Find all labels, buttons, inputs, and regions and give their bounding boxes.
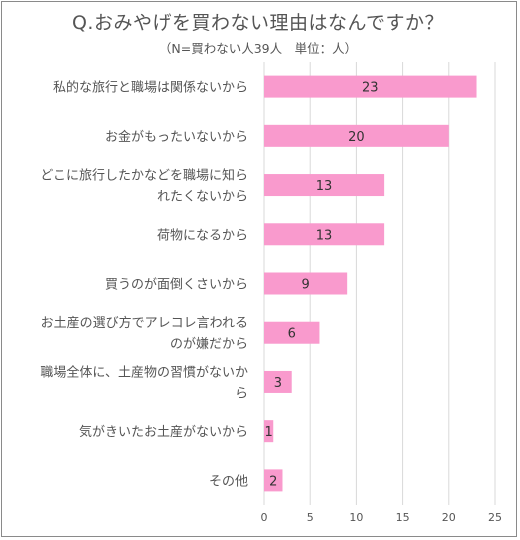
data-label: 13 — [316, 228, 333, 243]
data-label: 2 — [269, 474, 277, 489]
x-tick-label: 10 — [349, 511, 363, 524]
bar — [264, 420, 274, 443]
bar — [264, 321, 320, 344]
category-label: れたくないから — [157, 190, 248, 205]
data-label: 20 — [348, 130, 365, 145]
category-label: のが嫌だから — [170, 337, 248, 352]
data-label: 1 — [264, 425, 272, 440]
x-tick-label: 20 — [442, 511, 456, 524]
category-label: 私的な旅行と職場は関係ないから — [53, 80, 248, 96]
data-label: 23 — [362, 81, 379, 96]
x-tick-label: 5 — [307, 511, 314, 524]
chart-subtitle: （N=買わない人39人 単位：人） — [158, 41, 358, 56]
category-label: 買うのが面倒くさいから — [105, 278, 248, 293]
data-label: 3 — [274, 376, 282, 391]
x-tick-label: 0 — [261, 511, 268, 524]
category-label: 職場全体に、土産物の習慣がないか — [40, 364, 248, 380]
category-label: お金がもったいないから — [105, 129, 248, 145]
bar — [264, 124, 449, 147]
category-label: お土産の選び方でアレコレ言われる — [41, 315, 248, 331]
x-tick-label: 15 — [396, 511, 410, 524]
bar — [264, 174, 385, 197]
chart-title: Q.おみやげを買わない理由はなんですか？ — [71, 12, 445, 34]
category-label: その他 — [209, 474, 248, 489]
bar — [264, 370, 292, 393]
category-label: どこに旅行したかなどを職場に知ら — [40, 168, 248, 184]
bar — [264, 223, 385, 246]
data-label: 9 — [301, 278, 309, 293]
category-label: 荷物になるから — [157, 228, 248, 243]
category-label: ら — [235, 386, 248, 401]
data-label: 6 — [288, 327, 296, 342]
x-tick-label: 25 — [488, 511, 502, 524]
data-label: 13 — [316, 179, 333, 194]
bar — [264, 75, 477, 98]
category-label: 気がきいたお土産がないから — [79, 424, 248, 440]
bar — [264, 469, 283, 492]
bar — [264, 272, 348, 295]
